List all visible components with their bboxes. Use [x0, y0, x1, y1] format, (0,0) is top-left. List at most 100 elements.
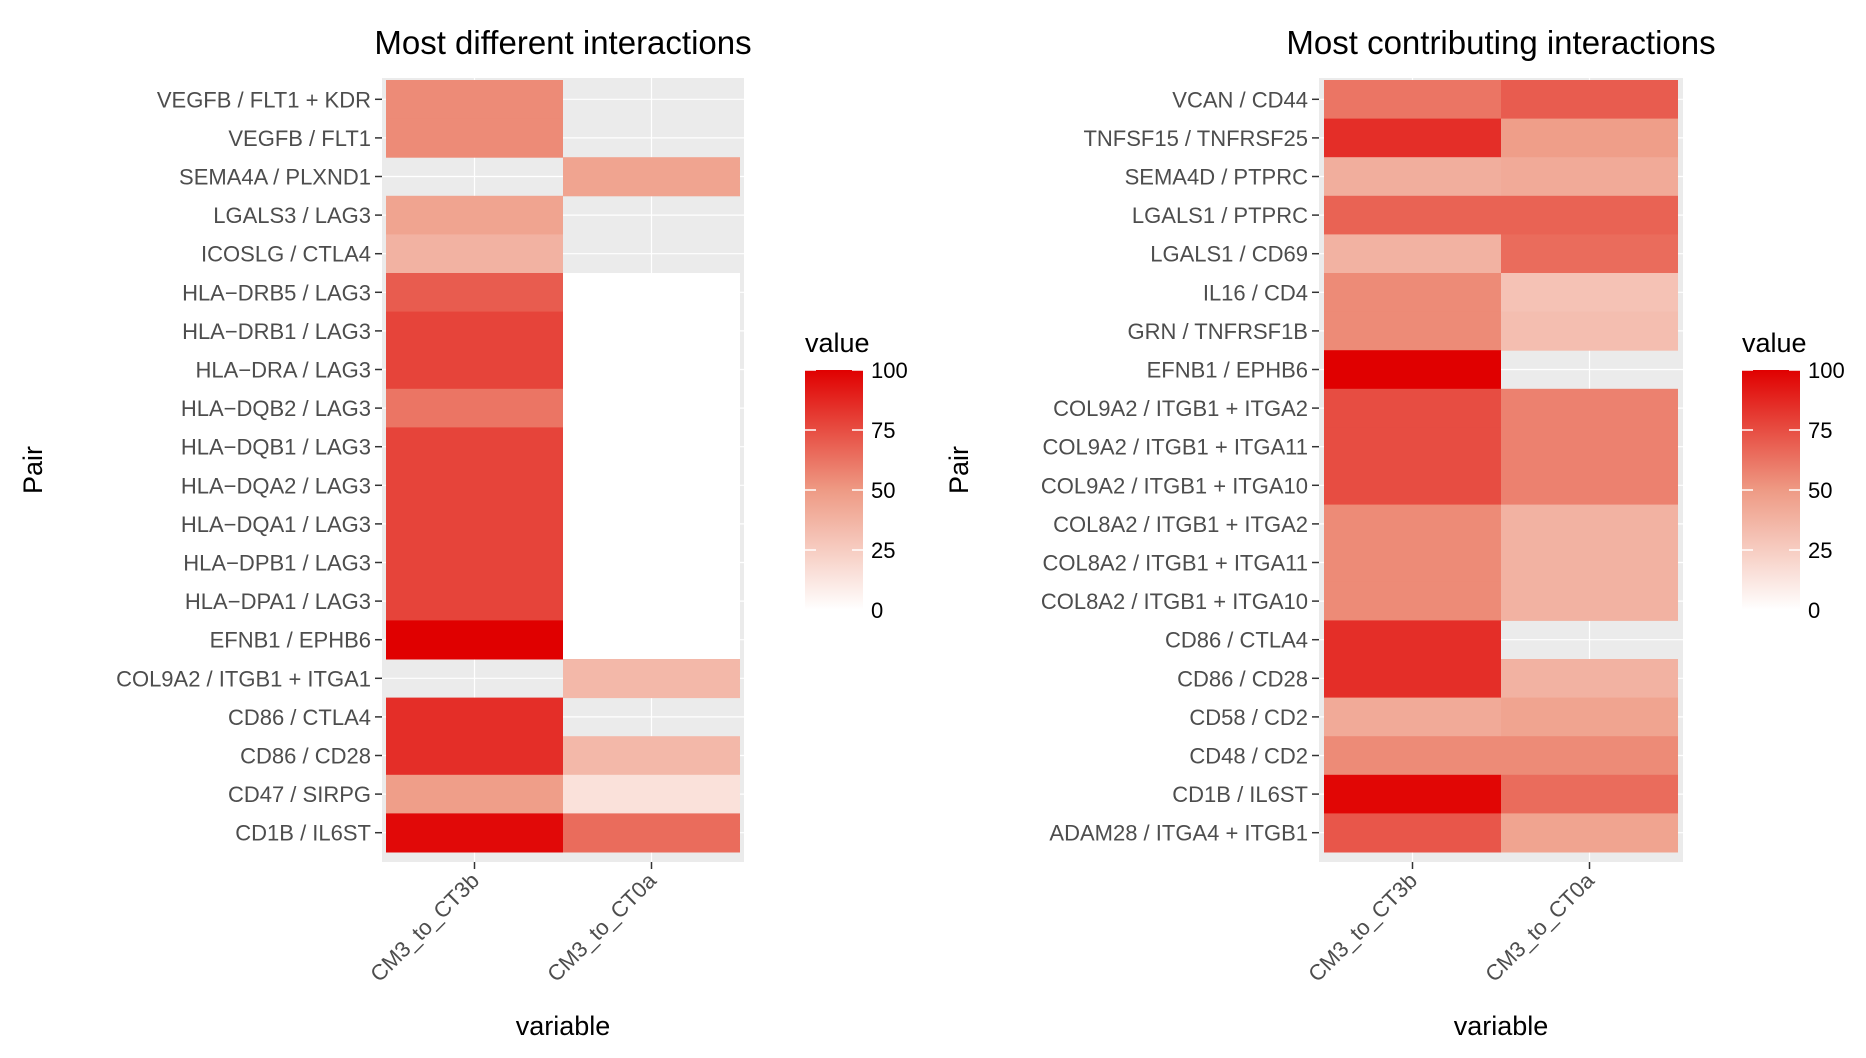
heatmap-cell: [563, 157, 740, 197]
y-tick-label: CD58 / CD2: [1189, 705, 1308, 730]
legend-title: value: [805, 328, 870, 358]
heatmap-cell: [563, 311, 740, 351]
heatmap-cell: [1501, 504, 1678, 544]
y-tick-label: COL9A2 / ITGB1 + ITGA2: [1053, 396, 1308, 421]
y-tick-label: HLA−DRB5 / LAG3: [182, 280, 371, 305]
heatmap-cell: [1324, 427, 1501, 467]
heatmap-cell: [1324, 195, 1501, 235]
y-tick-label: COL9A2 / ITGB1 + ITGA11: [1042, 435, 1308, 460]
heatmap-cell: [1324, 157, 1501, 197]
heatmap-cell: [1324, 504, 1501, 544]
x-tick-label: CM3_to_CT3b: [365, 868, 484, 987]
heatmap-cell: [1324, 581, 1501, 621]
y-tick-label: EFNB1 / EPHB6: [1147, 358, 1308, 383]
y-tick-label: LGALS3 / LAG3: [213, 203, 371, 228]
y-tick-label: ICOSLG / CTLA4: [201, 242, 371, 267]
heatmap-cell: [386, 234, 563, 274]
y-tick-label: CD1B / IL6ST: [235, 821, 371, 846]
y-tick-label: CD86 / CTLA4: [228, 705, 371, 730]
y-axis-label: Pair: [944, 446, 974, 494]
heatmap-cell: [1501, 427, 1678, 467]
heatmap-cell: [563, 659, 740, 699]
y-tick-label: VEGFB / FLT1 + KDR: [157, 87, 371, 112]
y-tick-label: COL9A2 / ITGB1 + ITGA1: [116, 666, 371, 691]
heatmap-cell: [1324, 118, 1501, 158]
y-tick-label: IL16 / CD4: [1203, 280, 1308, 305]
heatmap-cell: [563, 543, 740, 583]
y-tick-label: HLA−DQB1 / LAG3: [181, 435, 371, 460]
x-tick-label: CM3_to_CT3b: [1303, 868, 1422, 987]
heatmap-cell: [386, 388, 563, 428]
heatmap-cell: [563, 813, 740, 853]
legend-title: value: [1742, 328, 1807, 358]
x-axis-label: variable: [1454, 1011, 1549, 1041]
legend-tick-label: 50: [1808, 478, 1832, 503]
heatmap-cell: [1324, 543, 1501, 583]
y-tick-label: COL8A2 / ITGB1 + ITGA11: [1042, 551, 1308, 576]
y-tick-label: CD86 / CTLA4: [1165, 628, 1308, 653]
heatmap-cell: [1324, 736, 1501, 776]
y-tick-label: CD86 / CD28: [240, 744, 371, 769]
legend-tick-label: 75: [1808, 418, 1832, 443]
heatmap-cell: [386, 774, 563, 814]
y-tick-label: COL9A2 / ITGB1 + ITGA10: [1041, 473, 1308, 498]
heatmap-cell: [386, 620, 563, 660]
heatmap-cell: [1501, 195, 1678, 235]
y-tick-label: LGALS1 / PTPRC: [1132, 203, 1308, 228]
heatmap-cell: [1501, 118, 1678, 158]
heatmap-cell: [1501, 813, 1678, 853]
y-tick-label: CD48 / CD2: [1189, 744, 1308, 769]
heatmap-cell: [386, 195, 563, 235]
heatmap-cell: [386, 697, 563, 737]
heatmap-cell: [1324, 466, 1501, 506]
y-tick-label: HLA−DQA2 / LAG3: [181, 473, 371, 498]
heatmap-cell: [1324, 774, 1501, 814]
heatmap-cell: [1501, 80, 1678, 120]
heatmap-cell: [1324, 813, 1501, 853]
legend-tick-label: 25: [1808, 538, 1832, 563]
y-tick-label: VCAN / CD44: [1172, 87, 1308, 112]
heatmap-cell: [563, 427, 740, 467]
heatmap-cell: [1324, 80, 1501, 120]
heatmap-cell: [386, 80, 563, 120]
y-tick-label: ADAM28 / ITGA4 + ITGB1: [1049, 821, 1308, 846]
y-tick-label: CD86 / CD28: [1177, 666, 1308, 691]
heatmap-cell: [563, 620, 740, 660]
heatmap-cell: [1501, 388, 1678, 428]
heatmap-cell: [1501, 774, 1678, 814]
heatmap-cell: [1324, 350, 1501, 390]
heatmap-cell: [1501, 234, 1678, 274]
heatmap-cell: [563, 774, 740, 814]
heatmap-cell: [1501, 581, 1678, 621]
heatmap-cell: [1324, 311, 1501, 351]
heatmap-cell: [386, 813, 563, 853]
heatmap-cell: [563, 736, 740, 776]
heatmap-cell: [1501, 659, 1678, 699]
y-tick-label: HLA−DRB1 / LAG3: [182, 319, 371, 344]
x-tick-label: CM3_to_CT0a: [542, 867, 661, 986]
x-axis-label: variable: [516, 1011, 611, 1041]
heatmap-cell: [386, 273, 563, 313]
heatmap-cell: [1324, 620, 1501, 660]
legend-tick-label: 0: [871, 598, 883, 623]
y-tick-label: CD47 / SIRPG: [228, 782, 371, 807]
y-tick-label: LGALS1 / CD69: [1150, 242, 1308, 267]
heatmap-cell: [563, 581, 740, 621]
legend-tick-label: 75: [871, 418, 895, 443]
heatmap-cell: [563, 504, 740, 544]
legend-tick-label: 50: [871, 478, 895, 503]
legend-tick-label: 25: [871, 538, 895, 563]
chart-title: Most different interactions: [374, 24, 751, 61]
heatmap-cell: [386, 427, 563, 467]
y-tick-label: GRN / TNFRSF1B: [1127, 319, 1308, 344]
y-tick-label: TNFSF15 / TNFRSF25: [1083, 126, 1308, 151]
y-tick-label: HLA−DRA / LAG3: [196, 358, 371, 383]
heatmap-cell: [386, 118, 563, 158]
heatmap-cell: [1501, 273, 1678, 313]
y-axis-label: Pair: [18, 446, 48, 494]
heatmap-cell: [563, 350, 740, 390]
heatmap-cell: [563, 388, 740, 428]
heatmap-cell: [1324, 697, 1501, 737]
heatmap-panel-most-contributing: VCAN / CD44 TNFSF15 / TNFRSF25 SEMA4D / PT…: [944, 24, 1845, 1041]
